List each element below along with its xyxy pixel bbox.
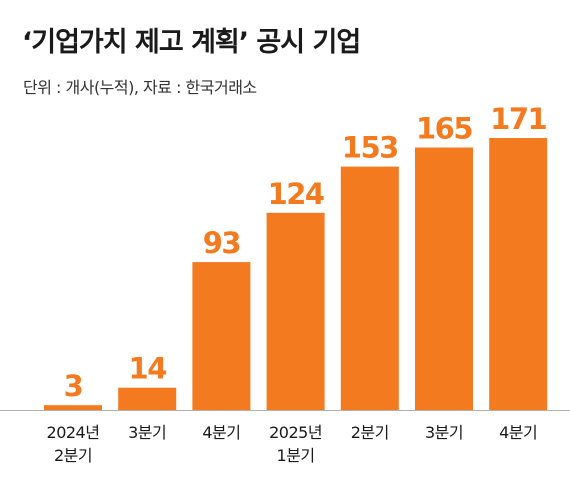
tick-label-3-1: 1분기 <box>277 446 315 465</box>
chart-subtitle: 단위 : 개사(누적), 자료 : 한국거래소 <box>23 78 257 97</box>
bars-group <box>44 138 548 410</box>
tick-label-0-1: 2분기 <box>54 446 92 465</box>
bar-5 <box>415 147 473 410</box>
value-label-5: 165 <box>416 112 472 146</box>
bar-0 <box>44 405 102 410</box>
value-label-0: 3 <box>64 369 83 403</box>
bar-6 <box>489 138 548 410</box>
tick-label-4-0: 2분기 <box>351 423 389 442</box>
value-label-3: 124 <box>268 177 324 211</box>
value-label-6: 171 <box>490 102 546 136</box>
tick-label-0-0: 2024년 <box>47 423 100 442</box>
chart-title: ‘기업가치 제고 계획’ 공시 기업 <box>22 27 361 58</box>
bar-4 <box>340 166 399 410</box>
tick-label-5-0: 3분기 <box>425 423 463 442</box>
value-label-1: 14 <box>129 352 167 386</box>
bar-3 <box>266 212 325 410</box>
value-label-2: 93 <box>203 226 240 260</box>
tick-label-2-0: 4분기 <box>202 423 240 442</box>
x-tick-labels-group: 2024년 2분기 3분기 4분기 2025년 1분기 2분기 3분기 4분기 <box>47 423 538 465</box>
value-labels-group: 3 14 93 124 153 165 171 <box>64 102 548 403</box>
bar-1 <box>118 387 177 410</box>
tick-label-6-0: 4분기 <box>499 423 537 442</box>
tick-label-3-0: 2025년 <box>269 423 322 442</box>
bar-2 <box>192 262 251 410</box>
tick-label-1-0: 3분기 <box>128 423 166 442</box>
value-label-4: 153 <box>342 131 398 165</box>
